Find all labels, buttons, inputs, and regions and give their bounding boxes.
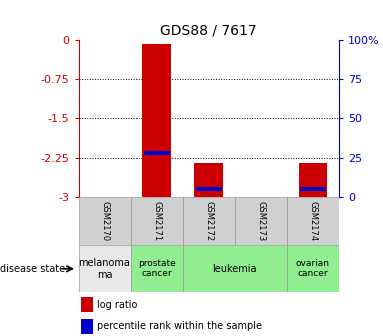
Bar <box>195 163 223 197</box>
Text: disease state: disease state <box>0 264 65 274</box>
FancyBboxPatch shape <box>79 197 131 245</box>
FancyBboxPatch shape <box>235 197 287 245</box>
FancyBboxPatch shape <box>131 197 183 245</box>
FancyBboxPatch shape <box>287 245 339 292</box>
Text: prostate
cancer: prostate cancer <box>138 259 175 279</box>
Bar <box>144 151 170 155</box>
Text: melanoma
ma: melanoma ma <box>79 258 131 280</box>
Bar <box>81 319 93 334</box>
Text: GSM2174: GSM2174 <box>308 201 318 241</box>
FancyBboxPatch shape <box>287 197 339 245</box>
Bar <box>299 163 327 197</box>
Text: leukemia: leukemia <box>213 264 257 274</box>
FancyBboxPatch shape <box>183 245 287 292</box>
Text: GSM2171: GSM2171 <box>152 201 161 241</box>
FancyBboxPatch shape <box>131 245 183 292</box>
FancyBboxPatch shape <box>79 245 131 292</box>
Text: log ratio: log ratio <box>97 300 137 309</box>
Text: GSM2172: GSM2172 <box>204 201 213 241</box>
Bar <box>81 297 93 312</box>
Text: ovarian
cancer: ovarian cancer <box>296 259 330 279</box>
Bar <box>142 44 171 197</box>
Bar <box>196 187 222 191</box>
Text: GSM2173: GSM2173 <box>256 201 265 241</box>
Bar <box>300 187 326 191</box>
Title: GDS88 / 7617: GDS88 / 7617 <box>160 24 257 38</box>
Text: GSM2170: GSM2170 <box>100 201 109 241</box>
Text: percentile rank within the sample: percentile rank within the sample <box>97 321 262 331</box>
FancyBboxPatch shape <box>183 197 235 245</box>
